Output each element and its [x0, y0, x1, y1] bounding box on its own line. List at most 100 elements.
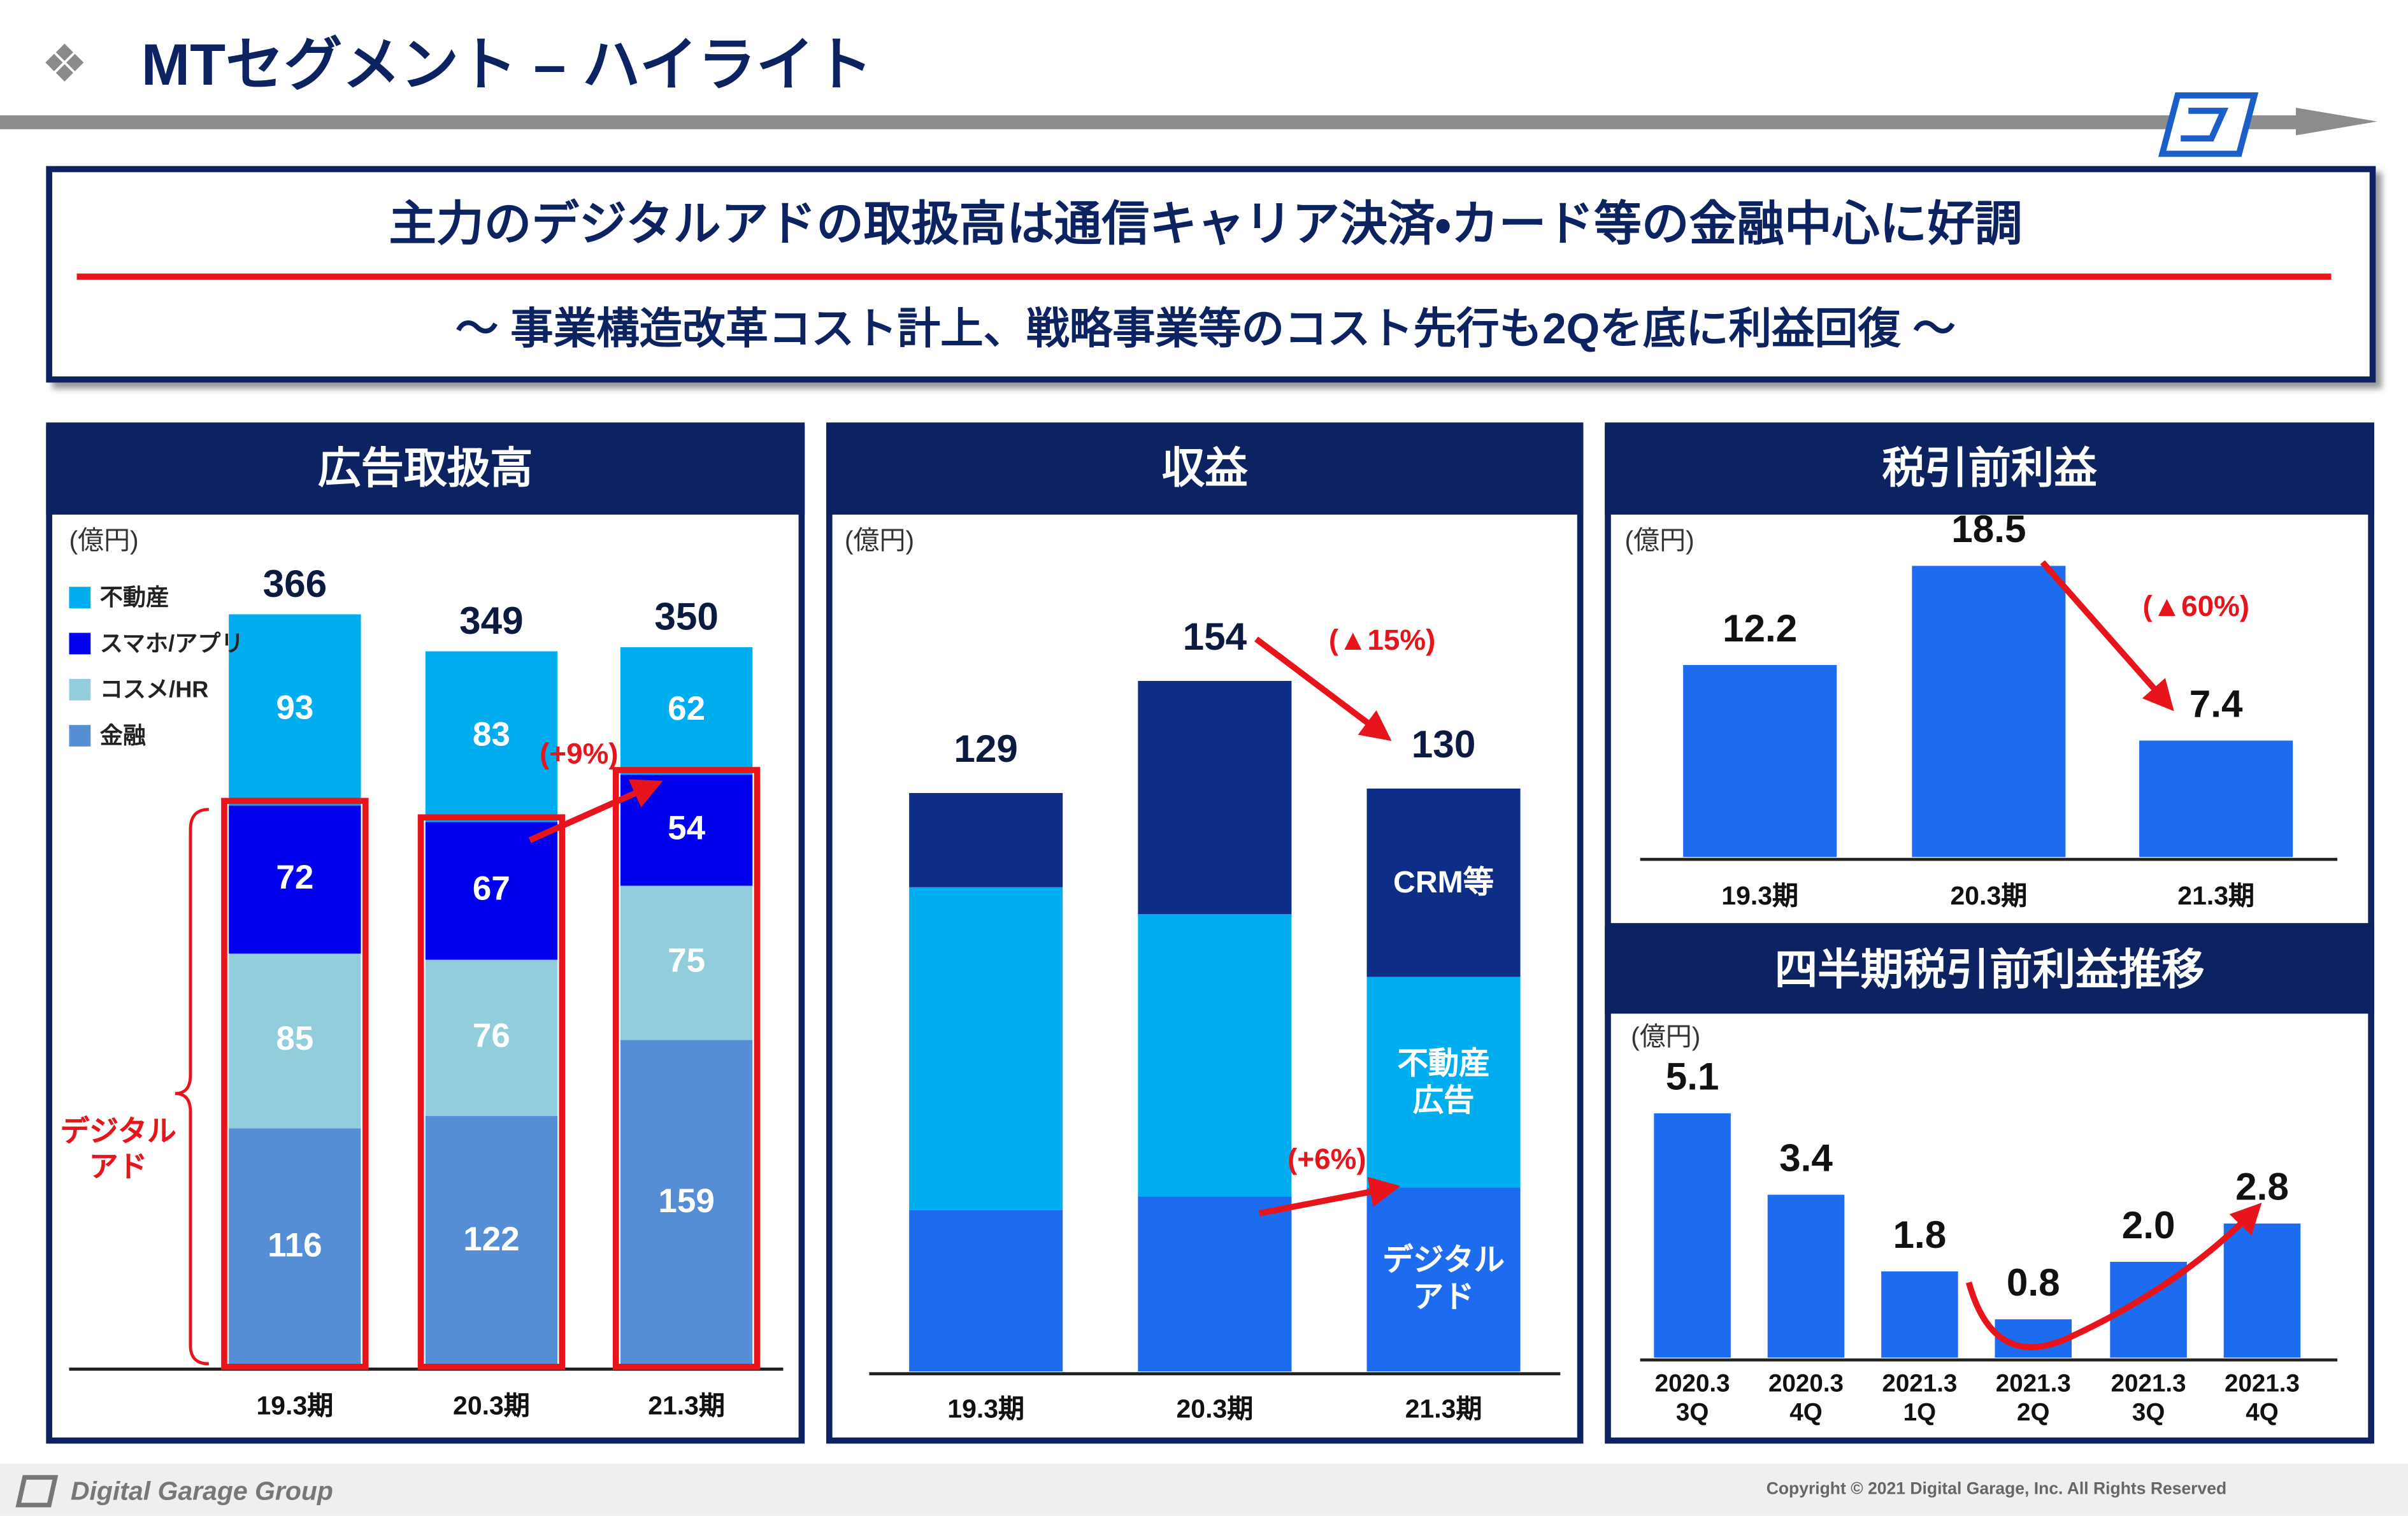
chart-title: 四半期税引前利益推移: [1775, 946, 2205, 994]
annotation-box: デジタル アド: [60, 1117, 176, 1184]
segment-label: 54: [668, 809, 705, 847]
annotation: (+6%): [1287, 1143, 1366, 1176]
bar-segment: [229, 805, 361, 954]
x-tick-label-box: 2020.3 3Q: [1655, 1371, 1730, 1427]
panel-header: [1605, 929, 2374, 1014]
x-tick-label: 19.3期: [1721, 881, 1799, 911]
series-label: 不動産 広告: [1397, 1047, 1490, 1118]
legend-swatch: [69, 725, 91, 747]
x-tick-label-box: 2020.3 4Q: [1768, 1371, 1844, 1427]
legend-label: スマホ/アプリ: [100, 630, 244, 656]
x-tick-label-box: 21.3期: [648, 1391, 725, 1420]
series-label-box: デジタル アド: [1382, 1244, 1505, 1315]
bar-segment: [620, 1040, 753, 1367]
x-tick-label-box: 21.3期: [2177, 881, 2255, 911]
segment-label: 122: [463, 1220, 519, 1258]
x-tick-label: 21.3期: [648, 1391, 725, 1420]
total-label: 154: [1183, 615, 1247, 658]
x-tick-label-box: 19.3期: [256, 1391, 334, 1420]
logo: [2158, 92, 2259, 157]
bar-segment: [425, 1116, 558, 1367]
x-tick-label-box: 2021.3 4Q: [2224, 1371, 2300, 1427]
headline-rule: [76, 273, 2332, 280]
value-label: 2.0: [2122, 1203, 2175, 1247]
annotation-box: (▲60%): [2143, 590, 2250, 623]
x-tick-label-box: 21.3期: [1405, 1394, 1482, 1424]
annotation: (▲15%): [1328, 624, 1436, 657]
annotation: デジタル アド: [60, 1117, 176, 1184]
x-tick-label-box: 2021.3 2Q: [1996, 1371, 2071, 1427]
annotation-arrow: [1254, 636, 1392, 741]
bar-segment: [620, 885, 753, 1040]
segment-label: 159: [658, 1182, 714, 1220]
chart-title: 収益: [1162, 445, 1249, 492]
bar: [2139, 740, 2293, 857]
x-tick-label: 21.3期: [1405, 1394, 1482, 1424]
x-tick-label-box: 2021.3 3Q: [2111, 1371, 2186, 1427]
segment-label: 76: [473, 1017, 510, 1054]
annotation-box: (+6%): [1287, 1143, 1366, 1176]
annotation-box: (▲15%): [1328, 624, 1436, 657]
x-tick-label-box: 20.3期: [1176, 1394, 1254, 1424]
x-tick-label: 20.3期: [453, 1391, 530, 1420]
unit-label: (億円): [845, 526, 914, 555]
total-label: 349: [459, 599, 524, 642]
x-tick-label: 20.3期: [1176, 1394, 1254, 1424]
x-tick-label-box: 19.3期: [1721, 881, 1799, 911]
bar-segment: [425, 651, 558, 822]
headline: 主力のデジタルアドの取扱高は通信キャリア決済・カード等の金融中心に好調: [389, 197, 2022, 250]
bar: [1912, 566, 2066, 857]
trend-arrow: [1965, 1203, 2262, 1350]
bar: [1683, 665, 1837, 857]
footer-logo: [15, 1475, 59, 1508]
series-label-box: CRM等: [1393, 866, 1494, 899]
brace: [175, 808, 209, 1366]
panel-header: [826, 425, 1584, 515]
value-label: 0.8: [2007, 1261, 2060, 1304]
legend-swatch: [69, 587, 91, 608]
bar-segment: [1366, 976, 1521, 1188]
x-tick-label: 21.3期: [2177, 881, 2255, 911]
x-tick-label-box: 2021.3 1Q: [1882, 1371, 1957, 1427]
legend-label: コスメ/HR: [100, 676, 209, 703]
legend-label: 金融: [100, 722, 146, 748]
unit-label: (億円): [69, 526, 138, 555]
bar-segment: [1138, 1196, 1292, 1372]
bar: [1654, 1113, 1731, 1358]
bar-segment: [1366, 1187, 1521, 1372]
bar-segment: [909, 793, 1063, 887]
segment-label: 116: [268, 1227, 322, 1264]
footer-band: [0, 1463, 2408, 1516]
bar-segment: [425, 822, 558, 960]
bar-segment: [425, 959, 558, 1117]
title-rule: [0, 115, 2304, 129]
bar-segment: [1366, 788, 1521, 977]
highlight-box: [612, 767, 761, 1370]
footer-brand: Digital Garage Group: [71, 1476, 333, 1505]
x-tick-label: 2021.3 4Q: [2224, 1371, 2300, 1427]
value-label: 18.5: [1951, 507, 2026, 550]
bar: [1881, 1271, 1958, 1358]
value-label: 7.4: [2189, 682, 2243, 726]
x-tick-label-box: 20.3期: [1950, 882, 2027, 911]
bar: [2223, 1223, 2301, 1358]
unit-label: (億円): [1631, 1022, 1700, 1051]
x-tick-label-box: 20.3期: [453, 1391, 530, 1420]
bar-segment: [229, 614, 361, 806]
segment-label: 83: [473, 715, 510, 753]
page-title: MTセグメント – ハイライト: [141, 32, 873, 97]
x-tick-label: 19.3期: [256, 1391, 334, 1420]
segment-label: 72: [276, 859, 313, 896]
annotation: (+9%): [540, 738, 619, 771]
segment-label: 67: [473, 870, 510, 908]
bar-segment: [909, 887, 1063, 1210]
x-tick-label-box: 19.3期: [947, 1394, 1024, 1424]
segment-label: 62: [668, 690, 705, 727]
annotation-arrow: [528, 779, 663, 843]
panel-header: [46, 425, 805, 515]
title-rule-arrow: [2296, 108, 2377, 136]
bar-segment: [1138, 681, 1292, 915]
bar-segment: [620, 647, 753, 775]
value-label: 12.2: [1723, 606, 1797, 650]
